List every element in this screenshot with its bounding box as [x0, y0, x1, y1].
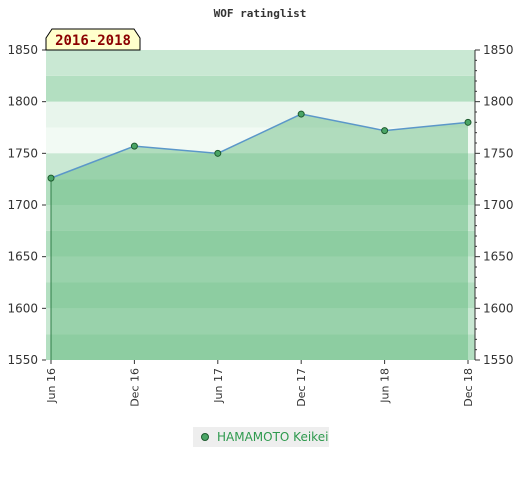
data-point-marker [130, 142, 138, 150]
background-band-highlight [46, 127, 475, 154]
axes-layer [42, 49, 480, 364]
y-tick-label-left: 1650 [7, 250, 38, 264]
background-band [46, 230, 475, 257]
x-tick-label: Jun 18 [379, 368, 392, 404]
y-tick-label-left: 1700 [7, 198, 38, 212]
legend-series-label: HAMAMOTO Keikei [217, 430, 328, 444]
x-tick-label: Jun 17 [212, 368, 225, 404]
y-tick-label-right: 1750 [483, 146, 514, 160]
x-tick-label: Dec 18 [462, 368, 475, 407]
x-tick-label: Jun 16 [45, 368, 58, 404]
background-band [46, 50, 475, 76]
chart-title: WOF ratinglist [214, 7, 307, 20]
period-label: 2016-2018 [55, 33, 131, 49]
background-band [46, 205, 475, 231]
data-point-marker [381, 127, 389, 135]
left-y-axis-labels: 1550 1600 1650 1700 1750 1800 1850 [7, 43, 38, 367]
series-line [50, 113, 469, 179]
x-tick-label: Dec 17 [295, 368, 308, 407]
x-axis-labels: Jun 16 Dec 16 Jun 17 Dec 17 Jun 18 Dec 18 [45, 368, 475, 407]
y-tick-label-right: 1700 [483, 198, 514, 212]
legend-box [193, 427, 329, 447]
background-band [46, 282, 475, 309]
background-bands [46, 50, 475, 360]
background-band [46, 179, 475, 205]
y-tick-label-right: 1800 [483, 95, 514, 109]
y-tick-label-left: 1800 [7, 95, 38, 109]
series-markers [47, 110, 472, 182]
series-area [51, 114, 468, 360]
y-tick-label-right: 1600 [483, 301, 514, 315]
y-tick-label-left: 1550 [7, 353, 38, 367]
background-band [46, 153, 475, 180]
data-point-marker [214, 149, 222, 157]
data-point-marker [297, 110, 305, 118]
y-tick-label-left: 1600 [7, 301, 38, 315]
y-tick-label-left: 1850 [7, 43, 38, 57]
data-point-marker [47, 174, 55, 182]
background-band [46, 334, 475, 360]
y-tick-label-right: 1550 [483, 353, 514, 367]
y-tick-label-right: 1650 [483, 250, 514, 264]
y-tick-label-right: 1850 [483, 43, 514, 57]
y-tick-label-left: 1750 [7, 146, 38, 160]
legend: HAMAMOTO Keikei [193, 427, 329, 447]
data-point-marker [464, 118, 472, 126]
background-band [46, 75, 475, 102]
background-band [46, 308, 475, 335]
period-badge: 2016-2018 [45, 28, 141, 51]
background-band-highlight [46, 101, 475, 128]
background-band [46, 256, 475, 283]
circle-marker-icon [201, 433, 209, 441]
right-y-axis-labels: 1550 1600 1650 1700 1750 1800 1850 [483, 43, 514, 367]
x-tick-label: Dec 16 [128, 368, 141, 407]
series-area-layer [50, 113, 469, 360]
period-badge-shape [45, 28, 141, 51]
